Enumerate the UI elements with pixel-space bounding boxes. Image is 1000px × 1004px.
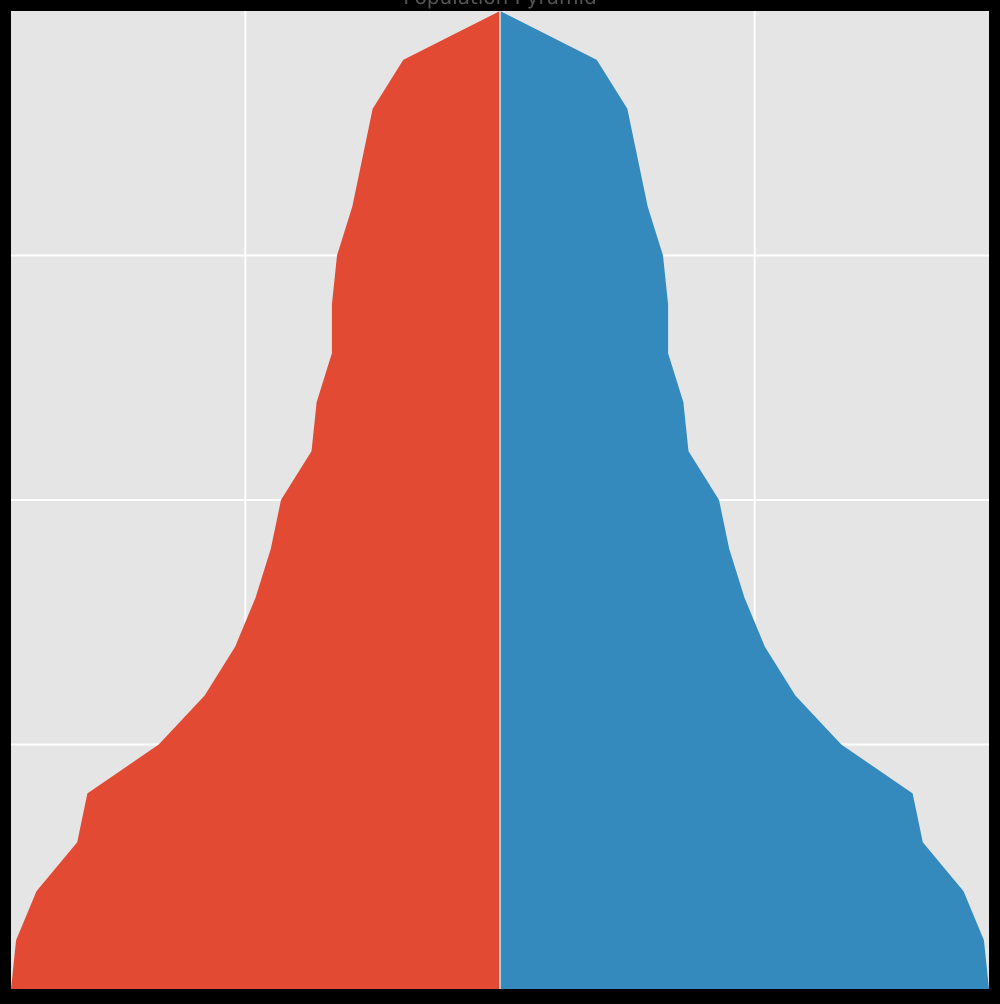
right-series-area bbox=[500, 11, 989, 989]
chart-title: Population Pyramid bbox=[403, 0, 597, 9]
left-series-area bbox=[11, 11, 500, 989]
series-layer bbox=[11, 11, 989, 989]
